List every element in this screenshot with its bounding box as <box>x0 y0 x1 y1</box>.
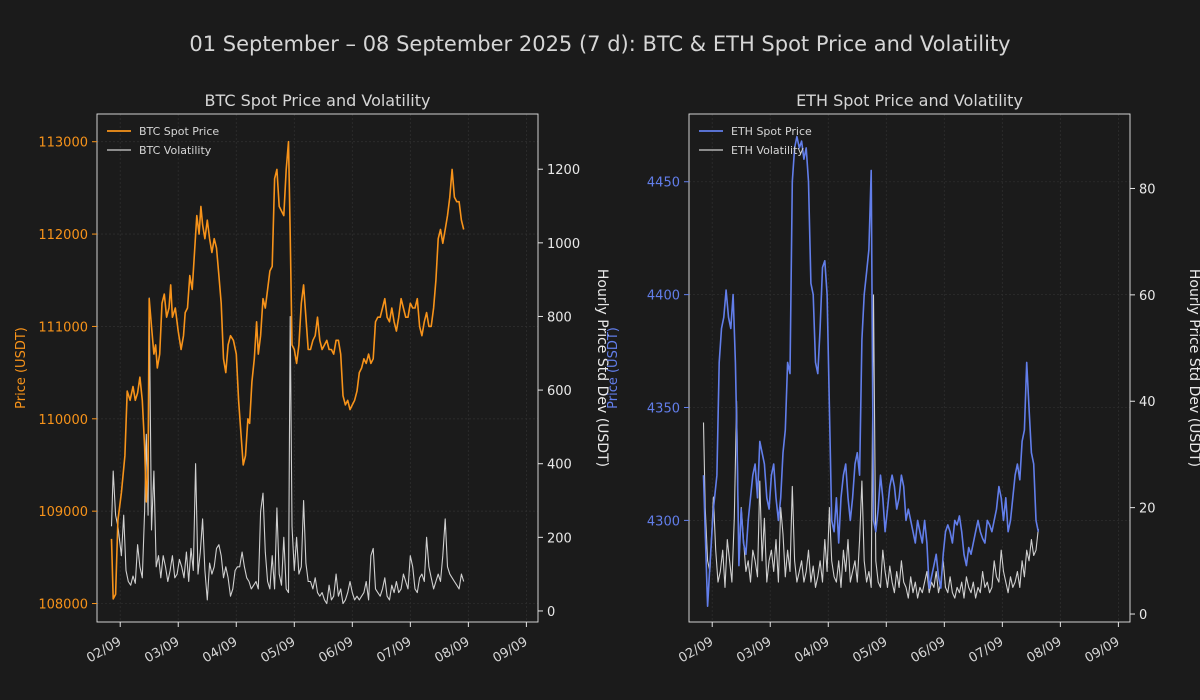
eth-y-tick-label: 4450 <box>647 176 680 191</box>
btc-y-tick-label: 110000 <box>38 413 88 428</box>
eth-panel: ETH Spot Price and Volatility 4300 4350 440… <box>606 91 1200 666</box>
btc-y-right-axis-label: Hourly Price Std Dev (USDT) <box>594 269 610 467</box>
btc-y-tick-label: 113000 <box>38 136 88 151</box>
btc-y-right-tick-label: 400 <box>547 458 572 473</box>
btc-axes-frame <box>96 113 539 623</box>
btc-panel: BTC Spot Price and Volatility 108000 10900… <box>14 91 610 666</box>
btc-y-right-tick-label: 200 <box>547 531 572 546</box>
eth-x-tick-label: 05/09 <box>850 634 890 666</box>
btc-x-tick-label: 09/09 <box>490 634 530 666</box>
eth-x-tick-label: 02/09 <box>676 634 716 666</box>
eth-y-tick-label: 4300 <box>647 514 680 529</box>
eth-x-tick-label: 03/09 <box>734 634 774 666</box>
btc-legend-label-price: BTC Spot Price <box>139 125 219 138</box>
btc-x-tick-label: 04/09 <box>200 634 240 666</box>
eth-y-right-tick-label: 0 <box>1139 608 1147 623</box>
btc-y-right-tick-label: 0 <box>547 605 555 620</box>
eth-price-line <box>702 135 1040 607</box>
eth-legend-label-price: ETH Spot Price <box>731 125 812 138</box>
eth-legend-label-volatility: ETH Volatility <box>731 144 804 157</box>
eth-y-tick-label: 4350 <box>647 402 680 417</box>
eth-y-right-axis-label: Hourly Price Std Dev (USDT) <box>1186 269 1200 467</box>
btc-x-tick-label: 02/09 <box>84 634 124 666</box>
btc-y-right-tick-label: 800 <box>547 310 572 325</box>
eth-x-tick-label: 06/09 <box>908 634 948 666</box>
btc-y-tick-label: 112000 <box>38 228 88 243</box>
btc-volatility-line <box>110 297 465 605</box>
eth-y-right-tick-label: 60 <box>1139 289 1156 304</box>
btc-price-line <box>110 140 465 600</box>
figure-title: 01 September – 08 September 2025 (7 d): … <box>189 32 1010 56</box>
btc-legend-label-volatility: BTC Volatility <box>139 144 212 157</box>
btc-x-tick-label: 08/09 <box>432 634 472 666</box>
btc-x-tick-label: 03/09 <box>142 634 182 666</box>
btc-y-tick-label: 111000 <box>38 320 88 335</box>
btc-y-tick-label: 109000 <box>38 505 88 520</box>
btc-y-right-tick-label: 1000 <box>547 237 580 252</box>
btc-y-tick-label: 108000 <box>38 598 88 613</box>
eth-y-right-tick-label: 20 <box>1139 502 1156 517</box>
eth-y-right-tick-label: 40 <box>1139 395 1156 410</box>
btc-y-right-tick-label: 600 <box>547 384 572 399</box>
eth-x-tick-label: 07/09 <box>966 634 1006 666</box>
btc-x-tick-label: 06/09 <box>316 634 356 666</box>
eth-x-tick-label: 09/09 <box>1082 634 1122 666</box>
eth-x-tick-label: 04/09 <box>792 634 832 666</box>
btc-x-tick-label: 05/09 <box>258 634 298 666</box>
btc-y-axis-label: Price (USDT) <box>14 327 29 409</box>
eth-chart-title: ETH Spot Price and Volatility <box>796 91 1023 110</box>
eth-x-tick-label: 08/09 <box>1024 634 1064 666</box>
eth-axes-frame <box>688 113 1131 623</box>
btc-x-tick-label: 07/09 <box>374 634 414 666</box>
btc-y-right-tick-label: 1200 <box>547 163 580 178</box>
eth-y-right-tick-label: 80 <box>1139 182 1156 197</box>
eth-y-tick-label: 4400 <box>647 289 680 304</box>
btc-chart-title: BTC Spot Price and Volatility <box>205 91 431 110</box>
eth-volatility-line <box>702 294 1039 599</box>
eth-y-axis-label: Price (USDT) <box>606 327 621 409</box>
